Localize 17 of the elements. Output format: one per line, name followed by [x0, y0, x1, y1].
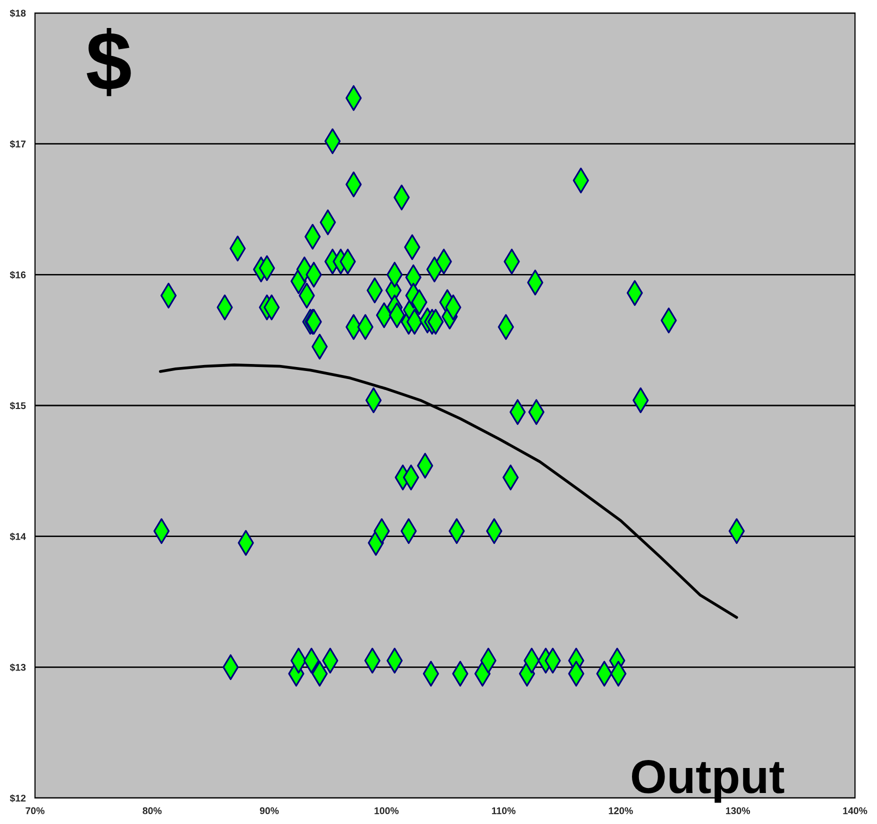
- x-tick-label: 140%: [843, 807, 868, 814]
- x-tick-label: 90%: [260, 807, 279, 814]
- y-axis-title: $: [86, 28, 131, 96]
- x-tick-label: 100%: [374, 807, 399, 814]
- x-tick-label: 70%: [26, 807, 44, 814]
- y-tick-label: $18: [10, 9, 26, 18]
- y-tick-label: $13: [10, 663, 26, 672]
- y-tick-label: $16: [10, 270, 26, 279]
- y-tick-label: $15: [10, 402, 26, 410]
- y-tick-label: $14: [10, 532, 26, 541]
- x-tick-label: 130%: [726, 807, 750, 814]
- y-tick-label: $17: [10, 140, 26, 148]
- y-tick-label: $12: [10, 794, 26, 802]
- x-tick-label: 120%: [608, 807, 633, 814]
- x-axis-title: Output: [632, 760, 784, 803]
- x-tick-label: 110%: [492, 807, 516, 814]
- x-tick-label: 80%: [142, 807, 162, 814]
